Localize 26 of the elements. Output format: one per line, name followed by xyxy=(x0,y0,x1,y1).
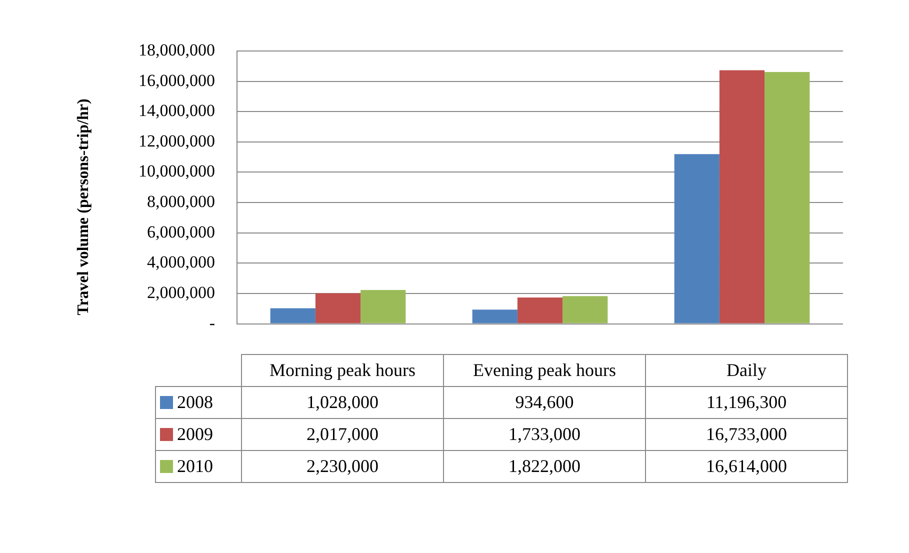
y-tick-label: 14,000,000 xyxy=(138,101,215,120)
legend-label: 2010 xyxy=(156,450,242,482)
y-tick-label: - xyxy=(209,313,216,332)
data-label: 1,822,000 xyxy=(444,450,646,482)
y-tick-label: 10,000,000 xyxy=(138,162,215,181)
x-tick-label: Daily xyxy=(646,354,848,386)
legend-label: 2008 xyxy=(156,386,242,418)
data-label: 16,614,000 xyxy=(646,450,848,482)
legend-label: 2009 xyxy=(156,418,242,450)
data-label: 16,733,000 xyxy=(646,418,848,450)
y-axis-title: Travel volume (persons-trip/hr) xyxy=(75,98,93,316)
y-tick-label: 12,000,000 xyxy=(138,131,215,150)
data-label: 11,196,300 xyxy=(646,386,848,418)
data-label: 1,028,000 xyxy=(242,386,444,418)
y-tick-label: 4,000,000 xyxy=(147,252,215,272)
y-tick-label: 6,000,000 xyxy=(147,222,215,242)
y-tick-label: 16,000,000 xyxy=(138,70,215,90)
data-label: 2,230,000 xyxy=(242,450,444,482)
data-label: 2,017,000 xyxy=(242,418,444,450)
y-tick-label: 18,000,000 xyxy=(138,40,215,60)
y-tick-label: 8,000,000 xyxy=(147,192,215,212)
x-tick-label: Morning peak hours xyxy=(242,354,444,386)
x-tick-label: Evening peak hours xyxy=(444,354,646,386)
y-tick-label: 2,000,000 xyxy=(147,282,215,302)
data-label: 1,733,000 xyxy=(444,418,646,450)
data-label: 934,600 xyxy=(444,386,646,418)
